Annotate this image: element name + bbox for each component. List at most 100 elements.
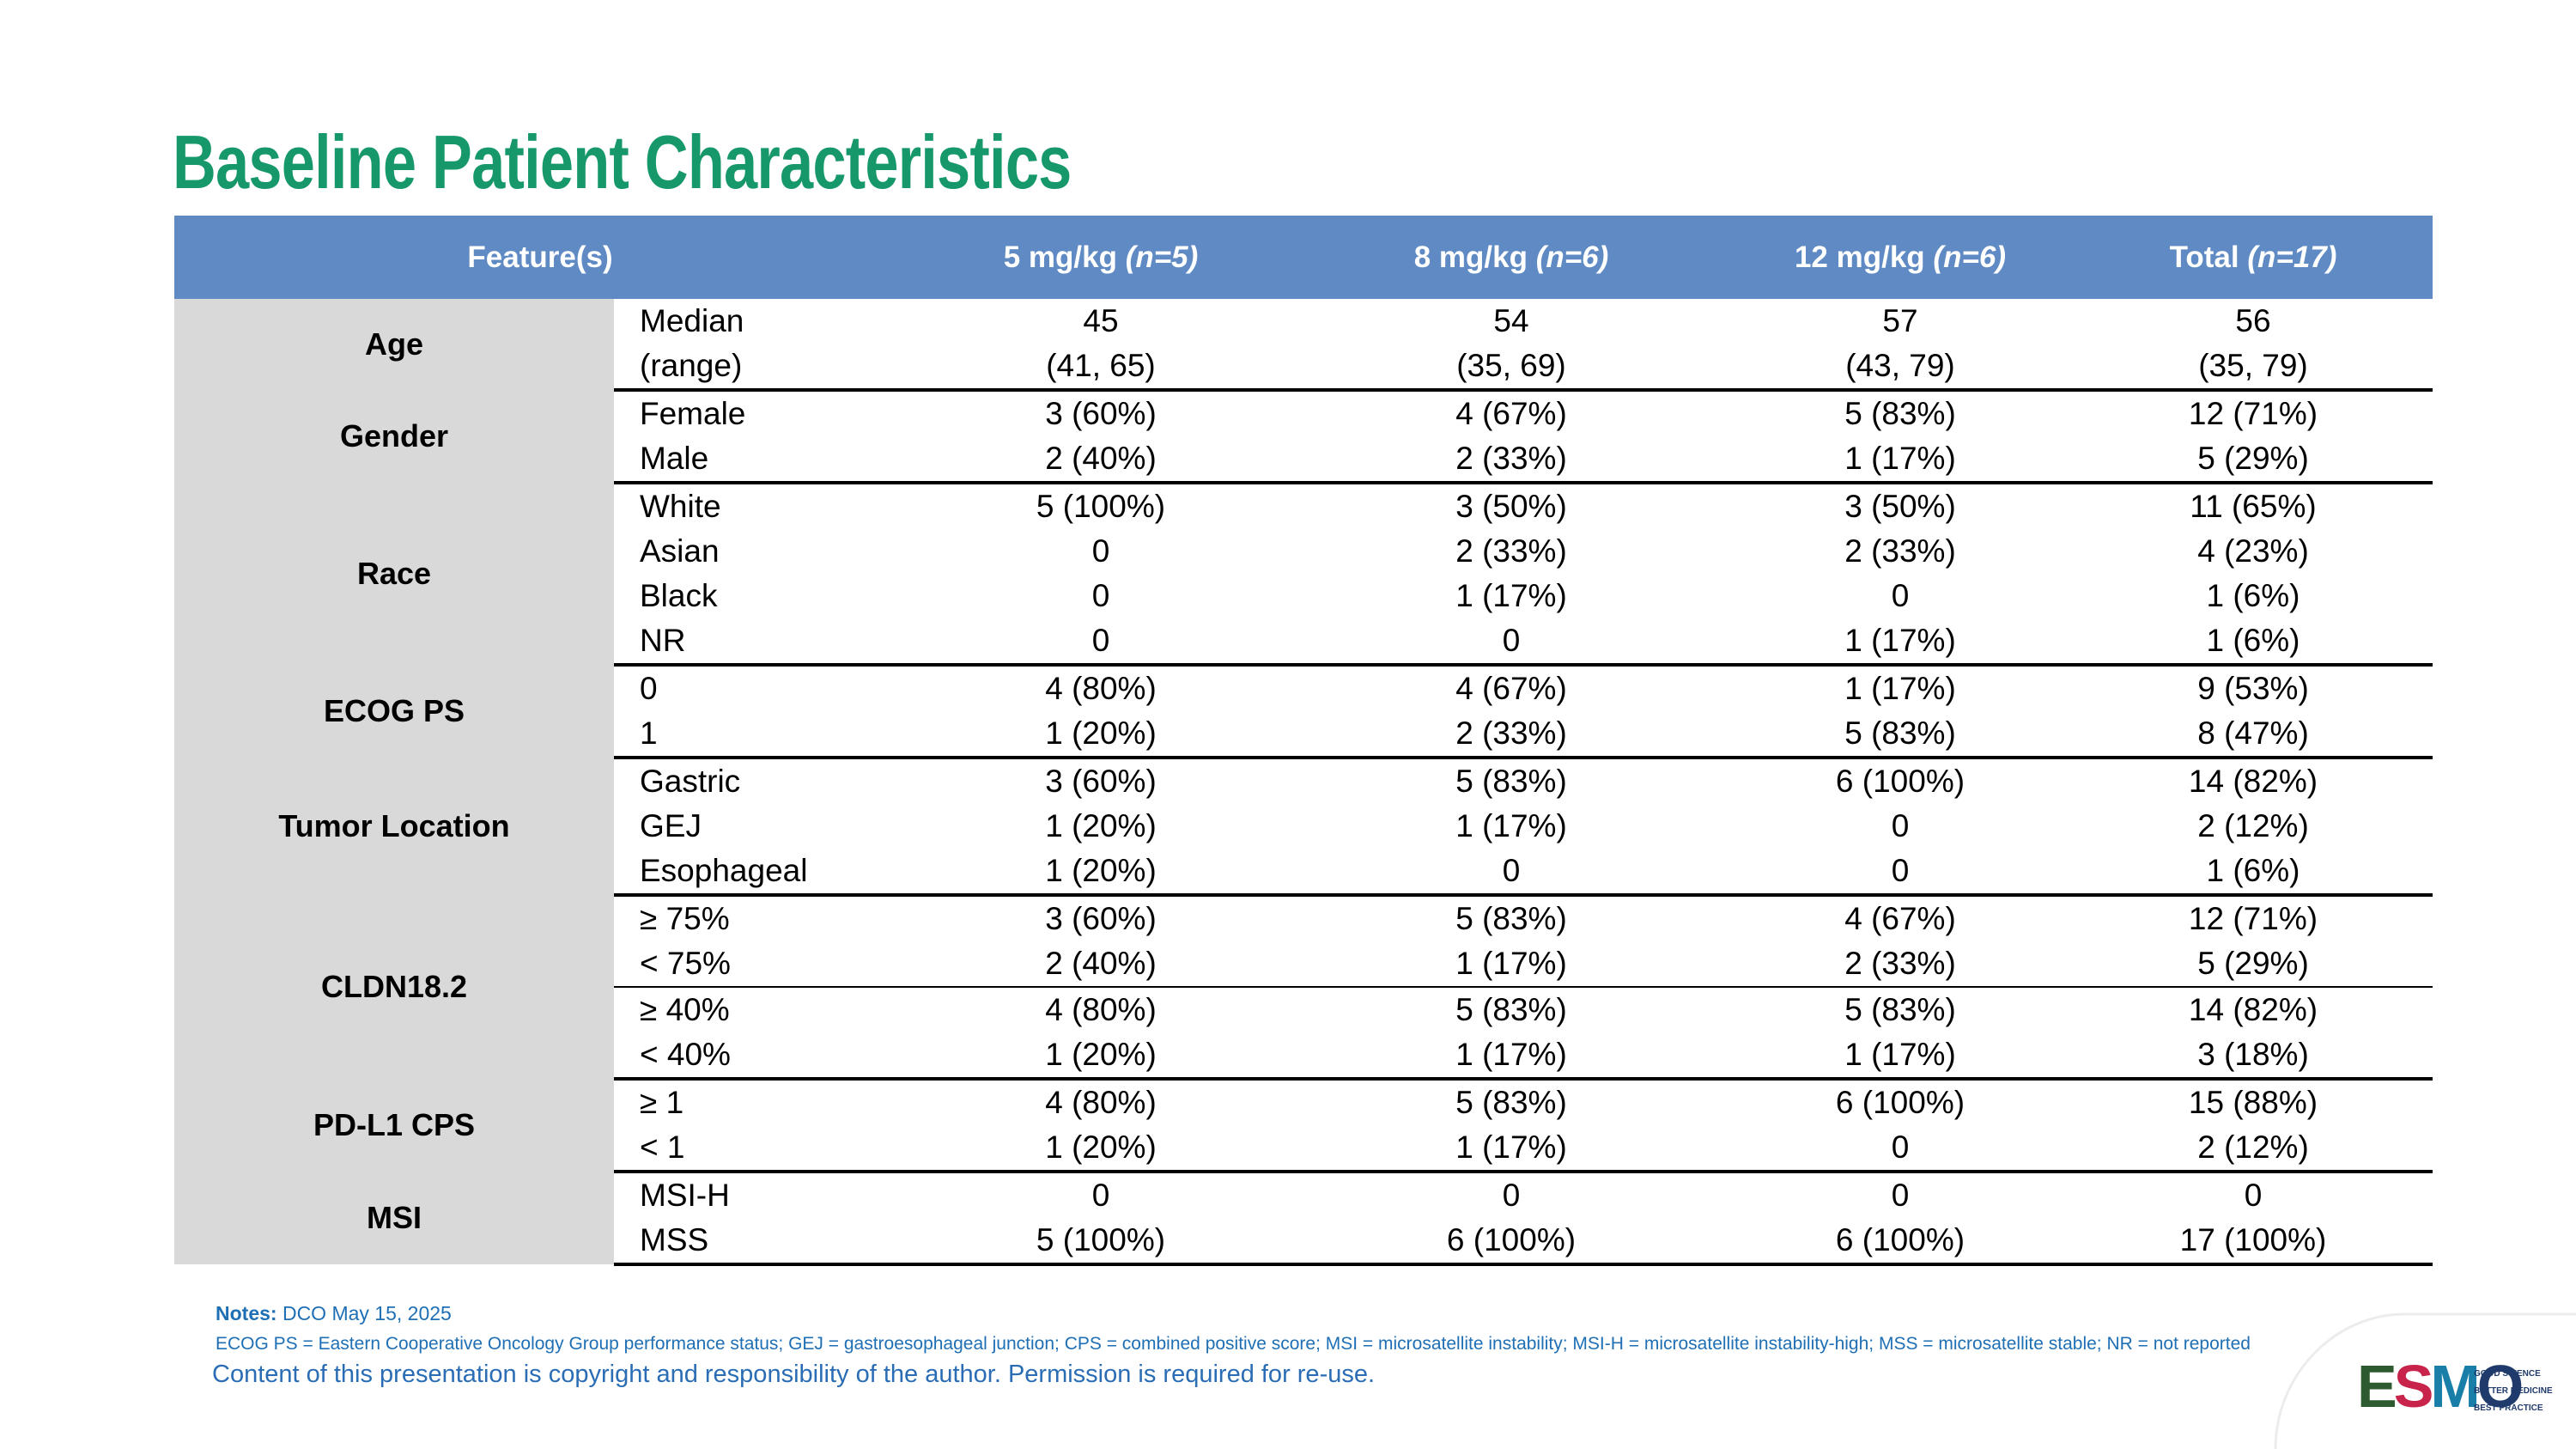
value-cell: 54 — [1493, 303, 1529, 338]
table-row: Gender Female 3 (60%) 4 (67%) 5 (83%) 12 (71%… — [174, 390, 2433, 483]
tagline: GOOD SCIENCE — [2474, 1369, 2541, 1379]
column-n: (n=17) — [2247, 240, 2337, 274]
value-cell: 2 (33%) — [1455, 533, 1567, 569]
value-cell: 4 (80%) — [1045, 992, 1157, 1027]
value-cell: 3 (60%) — [1045, 764, 1157, 799]
sub-label: ≥ 1 — [640, 1085, 684, 1120]
value-cell: 1 (17%) — [1727, 436, 2074, 484]
value-cell: 5 (83%) — [1844, 992, 1956, 1027]
value-cell: 4 (67%) — [1455, 671, 1567, 706]
value-cell: 0 — [906, 618, 1296, 667]
value-cell: 56 — [2235, 303, 2271, 338]
sub-label: White — [640, 489, 721, 524]
column-label: Total — [2169, 240, 2239, 274]
table-row: CLDN18.2 ≥ 75% 3 (60%) 5 (83%) 4 (67%) 12 (71… — [174, 895, 2433, 1079]
copyright: Content of this presentation is copyrigh… — [212, 1361, 1376, 1388]
sub-label: < 75% — [614, 941, 906, 988]
sub-label: MSS — [614, 1218, 906, 1266]
value-cell: 0 — [1091, 533, 1110, 569]
feature-cell: CLDN18.2 — [174, 895, 614, 1079]
value-cell: 3 (50%) — [1455, 489, 1567, 524]
value-cell: 1 (6%) — [2074, 618, 2433, 667]
value-cell: 1 (17%) — [1727, 618, 2074, 667]
value-cell: 12 (71%) — [2188, 901, 2318, 936]
column-label: Feature(s) — [467, 240, 613, 274]
sub-label: 0 — [640, 671, 658, 706]
sub-label: (range) — [614, 344, 906, 392]
sub-label: Esophageal — [614, 849, 906, 897]
column-label: 12 mg/kg — [1794, 240, 1925, 274]
column-label: 5 mg/kg — [1003, 240, 1117, 274]
value-cell: 5 (83%) — [1455, 1085, 1567, 1120]
sub-label: < 1 — [614, 1125, 906, 1173]
table-row: ECOG PS 0 4 (80%) 4 (67%) 1 (17%) 9 (53%) — [174, 665, 2433, 758]
value-cell: 0 — [1891, 1178, 1910, 1213]
value-cell: 4 (67%) — [1844, 901, 1956, 936]
value-cell: 0 — [1891, 578, 1910, 613]
value-cell: 1 (17%) — [1455, 808, 1567, 843]
value-cell: 0 — [1296, 618, 1727, 667]
value-cell: 6 (100%) — [1835, 764, 1965, 799]
feature-cell: ECOG PS — [174, 665, 614, 758]
feature-cell: MSI — [174, 1172, 614, 1264]
sub-label: MSI-H — [640, 1178, 730, 1213]
value-cell: 3 (18%) — [2074, 1032, 2433, 1081]
value-cell: 2 (33%) — [1727, 941, 2074, 988]
value-cell: 1 (20%) — [906, 1032, 1296, 1081]
table: Feature(s) 5 mg/kg (n=5) 8 mg/kg (n=6) 12 m… — [174, 216, 2433, 1266]
tagline: BETTER MEDICINE — [2474, 1386, 2553, 1396]
tagline: BEST PRACTICE — [2474, 1403, 2543, 1413]
table-row: Tumor Location Gastric 3 (60%) 5 (83%) 6 (10… — [174, 758, 2433, 895]
corner-arc — [2274, 1312, 2576, 1449]
value-cell: 6 (100%) — [1835, 1085, 1965, 1120]
value-cell: 6 (100%) — [1727, 1218, 2074, 1266]
sub-label: Asian — [640, 533, 720, 569]
logo-tagline: GOOD SCIENCE BETTER MEDICINE BEST PRACTICE — [2474, 1366, 2553, 1417]
value-cell: 1 (17%) — [1727, 1032, 2074, 1081]
column-header: 12 mg/kg (n=6) — [1727, 216, 2074, 299]
sub-label: Median — [640, 303, 744, 338]
feature-cell: Race — [174, 483, 614, 665]
value-cell: 4 (80%) — [1045, 1085, 1157, 1120]
value-cell: 45 — [1083, 303, 1119, 338]
value-cell: 1 (20%) — [906, 849, 1296, 897]
value-cell: 9 (53%) — [2197, 671, 2309, 706]
sub-label: ≥ 75% — [640, 901, 730, 936]
value-cell: 1 (6%) — [2206, 578, 2300, 613]
value-cell: 1 (17%) — [1296, 1125, 1727, 1173]
value-cell: 0 — [1091, 578, 1110, 613]
value-cell: 0 — [1891, 808, 1910, 843]
column-header: Feature(s) — [174, 216, 906, 299]
notes: Notes: DCO May 15, 2025 — [216, 1302, 452, 1325]
table-row: Race White 5 (100%) 3 (50%) 3 (50%) 11 (65%) — [174, 483, 2433, 665]
value-cell: 5 (83%) — [1455, 901, 1567, 936]
value-cell: (35, 79) — [2074, 344, 2433, 392]
value-cell: 0 — [1091, 1178, 1110, 1213]
value-cell: 2 (33%) — [1296, 711, 1727, 759]
value-cell: 2 (12%) — [2197, 808, 2309, 843]
logo-letter: S — [2393, 1353, 2434, 1420]
column-n: (n=6) — [1535, 240, 1609, 274]
feature-cell: Tumor Location — [174, 758, 614, 895]
value-cell: 1 (20%) — [906, 711, 1296, 759]
table-row: MSS 5 (100%) 6 (100%) 6 (100%) 17 (100%) — [174, 1218, 2433, 1266]
value-cell: 4 (80%) — [1045, 671, 1157, 706]
sub-label: NR — [614, 618, 906, 667]
feature-cell: Gender — [174, 390, 614, 483]
table-row: Esophageal 1 (20%) 0 0 1 (6%) — [174, 849, 2433, 897]
value-cell: 15 (88%) — [2188, 1085, 2318, 1120]
value-cell: 1 (20%) — [906, 1125, 1296, 1173]
value-cell: 57 — [1882, 303, 1918, 338]
column-label: 8 mg/kg — [1413, 240, 1528, 274]
value-cell: 5 (100%) — [1036, 489, 1166, 524]
table-row: GEJ 1 (20%) 1 (17%) 0 2 (12%) — [174, 804, 2433, 849]
value-cell: 0 — [1727, 849, 2074, 897]
value-cell: 1 (17%) — [1455, 578, 1567, 613]
value-cell: 11 (65%) — [2190, 489, 2317, 524]
value-cell: 2 (33%) — [1844, 533, 1956, 569]
value-cell: 4 (67%) — [1455, 396, 1567, 431]
